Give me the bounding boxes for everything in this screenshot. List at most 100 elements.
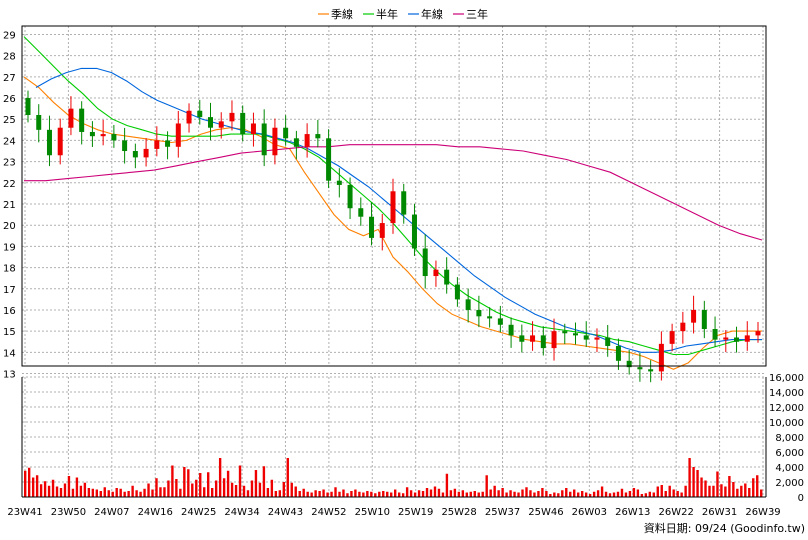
volume-bar [708, 485, 711, 497]
candle-body [465, 299, 471, 310]
volume-bar [63, 483, 67, 497]
candlesticks [25, 90, 761, 383]
volume-bar [326, 492, 329, 497]
candle-body [315, 134, 321, 139]
volume-bar [437, 488, 441, 497]
volume-bar [632, 488, 636, 497]
volume-tick-label: 16,000 [769, 373, 804, 384]
volume-bar [199, 473, 202, 497]
candle-body [454, 284, 460, 300]
price-tick-label: 20 [3, 221, 16, 232]
candle-body [379, 223, 385, 238]
volume-bar [103, 487, 106, 497]
volume-bar [210, 488, 214, 497]
volume-bar [191, 483, 194, 497]
volume-bar [732, 482, 735, 497]
candle-body [218, 121, 224, 128]
volume-bar [461, 490, 465, 497]
volume-tick-label: 12,000 [769, 403, 804, 414]
volume-bar [756, 475, 759, 497]
volume-bar [234, 485, 238, 497]
candle-body [615, 345, 621, 361]
volume-bar [449, 490, 453, 497]
moving-average-line [35, 67, 762, 353]
volume-bar [338, 491, 341, 497]
volume-bar [47, 485, 51, 497]
x-tick-label: 26W13 [615, 507, 650, 518]
volume-bar [195, 479, 198, 497]
price-tick-label: 24 [3, 136, 16, 147]
price-tick-label: 13 [3, 370, 16, 381]
volume-bar [728, 476, 731, 497]
candle-body [411, 214, 417, 249]
candle-body [573, 333, 578, 336]
volume-bar [79, 485, 83, 497]
volume-bar [87, 488, 91, 497]
volume-bar [254, 470, 258, 497]
volume-bar [545, 491, 548, 497]
x-tick-label: 24W07 [94, 507, 129, 518]
volume-bar [497, 490, 500, 497]
volume-bar [457, 491, 461, 497]
volume-bar [469, 491, 472, 497]
candle-body [347, 184, 353, 209]
volume-bar [549, 494, 552, 497]
price-axis: 13 14 15 16 17 18 19 20 21 22 23 24 25 26 27 28 29 [3, 30, 16, 380]
volume-bar [230, 482, 234, 497]
volume-bar [262, 466, 266, 497]
volume-bars [24, 458, 763, 497]
candle-body [497, 318, 503, 325]
price-tick-label: 19 [3, 242, 16, 253]
candle-body [197, 110, 203, 118]
volume-bar [616, 491, 620, 497]
volume-bar [485, 475, 488, 497]
volume-bar [95, 489, 98, 497]
volume-bar [712, 485, 715, 497]
candle-body [444, 269, 450, 285]
price-tick-label: 28 [3, 52, 16, 63]
candle-body [358, 208, 364, 217]
volume-bar [477, 492, 480, 497]
candle-body [111, 134, 117, 141]
candle-body [508, 324, 514, 336]
volume-bar [366, 491, 369, 497]
volume-bar [505, 492, 508, 497]
volume-bar [620, 488, 624, 497]
volume-bar [274, 491, 278, 497]
volume-bar [740, 485, 743, 497]
volume-bar [569, 491, 572, 497]
candle-body [186, 110, 192, 124]
volume-bar [135, 490, 138, 497]
volume-bar [441, 492, 445, 497]
volume-bar [672, 489, 675, 497]
volume-bar [752, 478, 755, 497]
volume-bar [680, 492, 683, 497]
candle-body [240, 112, 246, 135]
volume-bar [736, 488, 739, 497]
candle-body [551, 331, 557, 349]
volume-bar [167, 480, 170, 497]
volume-bar [513, 491, 516, 497]
x-tick-label: 26W31 [702, 507, 737, 518]
candle-body [154, 140, 160, 149]
volume-bar [115, 488, 118, 497]
candle-body [540, 335, 546, 349]
volume-bar [533, 492, 536, 497]
x-tick-label: 25W37 [485, 507, 520, 518]
volume-bar [314, 490, 317, 497]
candle-body [100, 134, 106, 137]
volume-bar [27, 467, 31, 497]
candle-body [293, 138, 299, 147]
volume-bar [111, 491, 114, 497]
volume-bar [640, 494, 644, 497]
legend-item-threeyear: 三年 [453, 7, 488, 21]
legend-label: 半年 [376, 7, 398, 21]
volume-bar [592, 491, 596, 497]
volume-bar [207, 472, 210, 497]
volume-bar [493, 485, 496, 497]
volume-bar [648, 491, 652, 497]
candle-body [637, 367, 643, 370]
volume-bar [628, 491, 632, 497]
volume-bar [91, 488, 95, 497]
volume-bar [39, 484, 43, 497]
